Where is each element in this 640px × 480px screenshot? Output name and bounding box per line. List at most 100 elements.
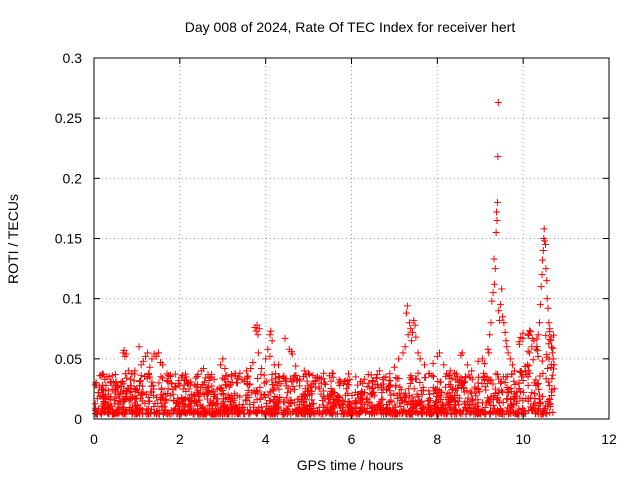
data-point: [115, 393, 123, 401]
data-point: [136, 377, 144, 385]
data-point: [486, 331, 494, 339]
data-point: [497, 379, 505, 387]
data-point: [275, 385, 283, 393]
data-point: [198, 405, 206, 413]
data-point: [148, 378, 156, 386]
data-point: [219, 355, 227, 363]
data-point: [247, 364, 255, 372]
data-point: [538, 357, 546, 365]
data-point: [481, 408, 489, 416]
data-point: [387, 391, 395, 399]
data-point: [254, 388, 262, 396]
data-point: [337, 410, 345, 418]
data-point: [101, 390, 109, 398]
data-point: [453, 391, 461, 399]
data-point: [534, 331, 542, 339]
data-point: [484, 345, 492, 353]
data-point: [260, 371, 268, 379]
data-point: [474, 357, 482, 365]
data-point: [511, 380, 519, 388]
data-point: [137, 361, 145, 369]
data-point: [408, 328, 416, 336]
data-point: [467, 389, 475, 397]
data-point: [516, 394, 524, 402]
data-point: [100, 386, 108, 394]
data-point: [542, 375, 550, 383]
data-point: [401, 393, 409, 401]
data-point: [541, 237, 549, 245]
data-point: [197, 383, 205, 391]
data-point: [436, 405, 444, 413]
data-point: [383, 401, 391, 409]
data-point: [352, 403, 360, 411]
data-point: [460, 400, 468, 408]
data-point: [107, 379, 115, 387]
data-point: [164, 378, 172, 386]
data-point: [538, 271, 546, 279]
data-point: [221, 364, 229, 372]
data-point: [292, 372, 300, 380]
data-point: [549, 408, 557, 416]
data-point: [308, 390, 316, 398]
x-axis-label: GPS time / hours: [297, 457, 404, 473]
data-point: [514, 408, 522, 416]
data-point: [220, 375, 228, 383]
data-point: [504, 349, 512, 357]
data-point: [319, 410, 327, 418]
data-point: [231, 372, 239, 380]
data-point: [106, 405, 114, 413]
data-point: [191, 392, 199, 400]
data-point: [374, 383, 382, 391]
data-point: [367, 371, 375, 379]
data-point: [304, 410, 312, 418]
data-point: [351, 388, 359, 396]
data-point: [511, 367, 519, 375]
data-point: [206, 373, 214, 381]
data-point: [359, 406, 367, 414]
data-point: [543, 277, 551, 285]
data-point: [508, 403, 516, 411]
data-point: [346, 400, 354, 408]
data-point: [148, 388, 156, 396]
data-point: [244, 391, 252, 399]
data-point: [488, 297, 496, 305]
data-point: [387, 397, 395, 405]
data-point: [111, 370, 119, 378]
data-point: [498, 285, 506, 293]
data-point: [263, 402, 271, 410]
data-point: [507, 396, 515, 404]
data-point: [223, 372, 231, 380]
data-point: [550, 385, 558, 393]
data-point: [163, 370, 171, 378]
data-point: [452, 386, 460, 394]
data-point: [112, 409, 120, 417]
data-point: [442, 393, 450, 401]
data-point: [236, 393, 244, 401]
data-point: [222, 382, 230, 390]
data-point: [158, 374, 166, 382]
data-point: [463, 361, 471, 369]
data-point: [537, 400, 545, 408]
data-point: [523, 361, 531, 369]
data-point: [476, 388, 484, 396]
data-point: [275, 361, 283, 369]
data-point: [411, 321, 419, 329]
data-point: [164, 389, 172, 397]
data-point: [386, 370, 394, 378]
data-point: [135, 408, 143, 416]
data-point: [108, 372, 116, 380]
data-point: [306, 401, 313, 409]
data-point: [546, 335, 554, 343]
data-point: [328, 369, 336, 377]
data-point: [196, 401, 204, 409]
data-point: [437, 395, 445, 403]
data-point: [120, 346, 128, 354]
data-point: [138, 382, 146, 390]
data-point: [277, 380, 285, 388]
data-point: [449, 385, 457, 393]
data-point: [163, 376, 171, 384]
data-point: [274, 397, 282, 405]
data-point: [524, 347, 532, 355]
data-point: [280, 374, 288, 382]
